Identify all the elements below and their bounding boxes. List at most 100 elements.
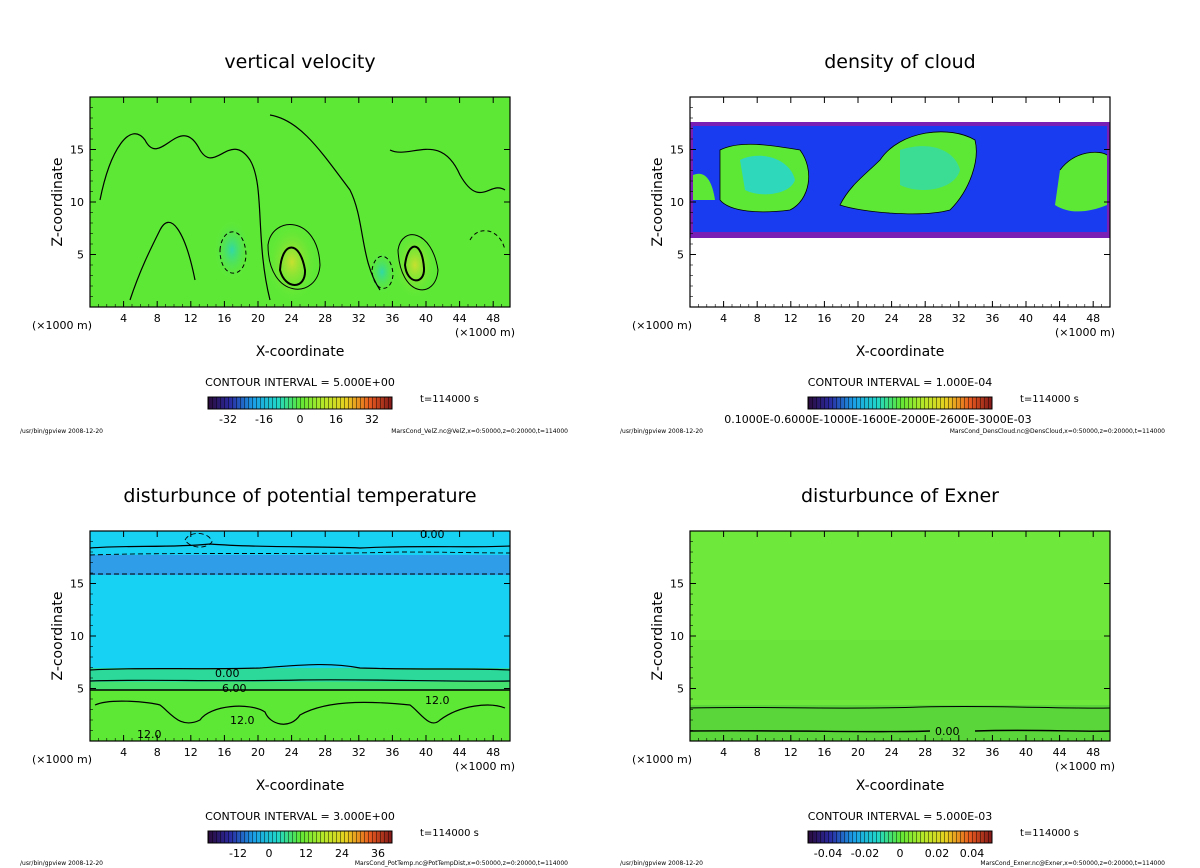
y-tick-label: 10	[670, 630, 684, 643]
x-tick-label: 24	[885, 746, 899, 759]
x-unit-right: (×1000 m)	[455, 760, 515, 773]
y-tick-label: 15	[670, 144, 684, 157]
contour-label: 12.0	[230, 714, 255, 727]
x-tick-label: 16	[817, 746, 831, 759]
time-label: t=114000 s	[1020, 394, 1079, 405]
x-tick-label: 8	[154, 312, 161, 325]
x-tick-label: 48	[1086, 746, 1100, 759]
x-tick-label: 44	[453, 746, 467, 759]
x-tick-label: 16	[217, 312, 231, 325]
x-tick-label: 16	[217, 746, 231, 759]
contour-lines	[99, 114, 506, 301]
x-tick-label: 32	[352, 312, 366, 325]
colorbar-tick: -32	[219, 413, 237, 426]
x-unit-right: (×1000 m)	[1055, 326, 1115, 339]
x-unit-left: (×1000 m)	[632, 753, 692, 766]
x-tick-label: 24	[885, 312, 899, 325]
x-tick-label: 40	[419, 746, 433, 759]
contour-interval: CONTOUR INTERVAL = 3.000E+00	[205, 810, 395, 823]
time-label: t=114000 s	[420, 828, 479, 839]
colorbar-tick: 0.04	[960, 847, 985, 860]
shade-band	[690, 640, 1110, 700]
colorbar-tick: 0	[897, 847, 904, 860]
footer-right: MarsCond_DensCloud.nc@DensCloud,x=0:5000…	[950, 428, 1165, 435]
x-tick-label: 36	[385, 746, 399, 759]
updraft-region	[393, 231, 437, 299]
colorbar-tick: 36	[371, 847, 385, 860]
y-axis-label: Z-coordinate	[50, 157, 66, 246]
x-axis-label: X-coordinate	[256, 778, 345, 794]
colorbar-tick: 16	[329, 413, 343, 426]
x-tick-label: 40	[419, 312, 433, 325]
x-tick-label: 40	[1019, 746, 1033, 759]
dense-cloud-region	[693, 173, 715, 200]
colorbar-stripes	[808, 831, 992, 843]
y-tick-label: 5	[677, 249, 684, 262]
colorbar-tick: 0.02	[925, 847, 950, 860]
cloud-mix-region	[740, 155, 795, 195]
chart-title: disturbunce of Exner	[801, 485, 999, 507]
contour-label: 0.00	[935, 725, 960, 738]
colorbar-frame	[207, 830, 393, 844]
x-tick-label: 16	[817, 312, 831, 325]
x-tick-label: 8	[154, 746, 161, 759]
y-tick-label: 10	[70, 196, 84, 209]
x-tick-label: 24	[285, 746, 299, 759]
chart-title: disturbunce of potential temperature	[123, 485, 476, 507]
colorbar-tick: -0.04	[814, 847, 842, 860]
x-tick-label: 20	[251, 746, 265, 759]
y-axis-label: Z-coordinate	[650, 157, 666, 246]
contour-label: 12.0	[137, 728, 162, 741]
x-tick-label: 8	[754, 746, 761, 759]
colorbar-tick: 0	[266, 847, 273, 860]
transition-band	[90, 668, 510, 682]
x-tick-label: 32	[952, 746, 966, 759]
contour-interval: CONTOUR INTERVAL = 1.000E-04	[808, 376, 992, 389]
footer-right: MarsCond_PotTemp.nc@PotTempDist,x=0:5000…	[355, 860, 568, 867]
x-tick-label: 28	[318, 746, 332, 759]
y-tick-label: 15	[70, 578, 84, 591]
x-tick-label: 28	[318, 312, 332, 325]
footer-left: /usr/bin/gpview 2008-12-20	[620, 860, 703, 867]
x-tick-label: 36	[385, 312, 399, 325]
x-tick-label: 12	[784, 746, 798, 759]
colorbar-tick: 0	[297, 413, 304, 426]
y-axis-label: Z-coordinate	[650, 591, 666, 680]
x-tick-label: 4	[720, 746, 727, 759]
x-tick-label: 28	[918, 312, 932, 325]
footer-right: MarsCond_Exner.nc@Exner,x=0:50000,z=0:20…	[980, 860, 1165, 867]
footer-left: /usr/bin/gpview 2008-12-20	[20, 428, 103, 435]
y-tick-label: 5	[77, 249, 84, 262]
time-label: t=114000 s	[420, 394, 479, 405]
downdraft-region	[368, 250, 396, 294]
colorbar-stripes	[808, 397, 992, 409]
x-tick-label: 4	[120, 746, 127, 759]
colorbar-tick: -16	[255, 413, 273, 426]
lower-band	[690, 705, 1110, 741]
colorbar-tick: 32	[365, 413, 379, 426]
inversion-band	[90, 555, 510, 575]
x-axis-label: X-coordinate	[256, 344, 345, 360]
colorbar-stripes	[208, 397, 392, 409]
x-tick-label: 12	[784, 312, 798, 325]
x-tick-label: 36	[985, 746, 999, 759]
x-unit-right: (×1000 m)	[1055, 760, 1115, 773]
colorbar-tick: -0.02	[851, 847, 879, 860]
x-tick-label: 20	[851, 746, 865, 759]
x-tick-label: 24	[285, 312, 299, 325]
chart-title: vertical velocity	[224, 51, 375, 73]
x-unit-left: (×1000 m)	[32, 753, 92, 766]
y-tick-label: 5	[77, 683, 84, 696]
x-unit-left: (×1000 m)	[632, 319, 692, 332]
footer-right: MarsCond_VelZ.nc@VelZ,x=0:50000,z=0:2000…	[391, 428, 568, 435]
x-tick-label: 12	[184, 746, 198, 759]
colorbar-tick: 24	[335, 847, 349, 860]
y-tick-label: 15	[70, 144, 84, 157]
x-tick-label: 28	[918, 746, 932, 759]
footer-left: /usr/bin/gpview 2008-12-20	[20, 860, 103, 867]
